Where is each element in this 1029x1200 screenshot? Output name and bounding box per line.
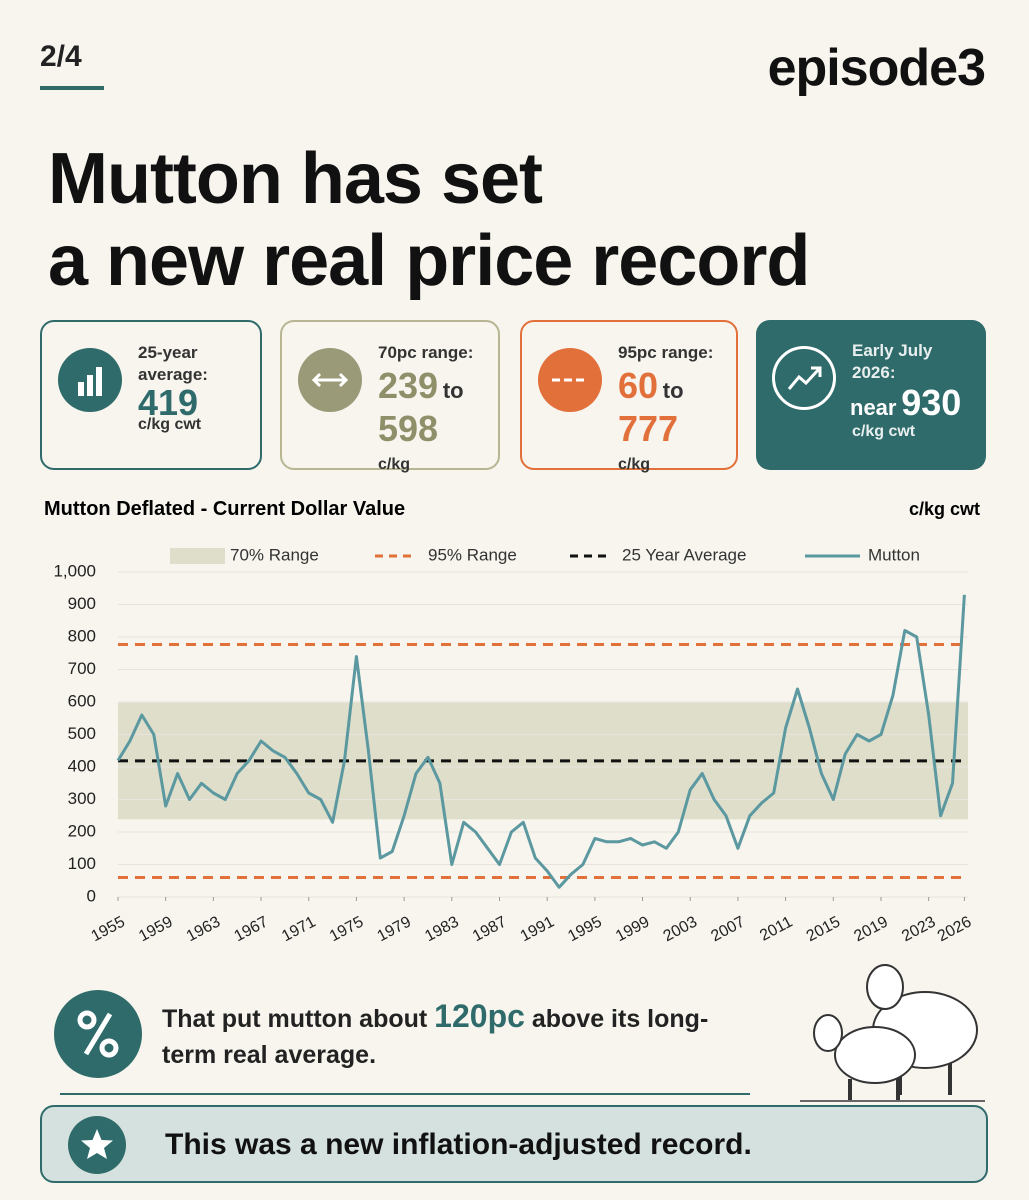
card-label-text: Early July 2026: — [852, 341, 933, 382]
x-tick-label: 2007 — [708, 913, 747, 945]
headline-line: Mutton has set — [48, 139, 543, 219]
card-label-text: 70pc range: — [378, 343, 474, 362]
icon — [298, 348, 362, 412]
percent-glyph — [77, 1010, 119, 1058]
x-tick-label: 1995 — [565, 913, 604, 945]
note-text: above its long-term real average. — [162, 1005, 709, 1069]
x-tick-label: 2011 — [757, 913, 795, 944]
card-value: 419 — [138, 382, 199, 423]
x-tick-label: 2015 — [804, 913, 843, 945]
chart: Mutton Deflated - Current Dollar Value c… — [44, 498, 980, 945]
card-high: 598 — [378, 408, 439, 449]
note-highlight: 120pc — [434, 998, 525, 1034]
card-low: 60 — [618, 365, 659, 406]
x-tick-label: 2019 — [851, 913, 890, 945]
legend-label: 25 Year Average — [622, 545, 746, 564]
legend-label: Mutton — [868, 545, 920, 564]
page-number: 2/4 — [40, 40, 82, 73]
icon — [772, 346, 836, 410]
card-label: Early July 2026: near 930 c/kg cwt — [850, 340, 972, 443]
x-tick-label: 1975 — [327, 913, 366, 945]
y-tick-label: 400 — [68, 756, 96, 775]
card-label: 95pc range: 60 to 777 c/kg — [618, 342, 738, 476]
icon — [538, 348, 602, 412]
legend-swatch — [170, 548, 225, 564]
x-tick-label: 2026 — [935, 913, 974, 945]
x-tick-label: 1959 — [136, 913, 175, 945]
card-joiner: to — [662, 378, 684, 403]
icon — [58, 348, 122, 412]
star-glyph — [81, 1129, 113, 1159]
card-value-row: near 930 — [850, 385, 972, 421]
y-tick-label: 600 — [68, 691, 96, 710]
star-icon — [68, 1116, 126, 1174]
note-text: That put mutton about — [162, 1005, 428, 1033]
brand: episode3 — [767, 39, 986, 97]
x-tick-label: 1955 — [88, 913, 127, 945]
card-prefix: near — [850, 395, 897, 420]
banner — [40, 1105, 988, 1183]
y-tick-label: 700 — [68, 659, 96, 678]
x-tick-label: 1971 — [279, 913, 318, 945]
card-label: 70pc range: 239 to 598 c/kg — [378, 342, 498, 476]
dash-icon — [552, 378, 588, 382]
x-tick-label: 1979 — [375, 913, 414, 945]
legend-label: 70% Range — [230, 545, 319, 564]
card-range: 60 to 777 — [618, 368, 738, 454]
card-high: 777 — [618, 408, 679, 449]
unit-label: c/kg cwt — [909, 499, 980, 519]
x-tick-label: 1983 — [422, 913, 461, 945]
x-tick-label: 1987 — [470, 913, 509, 945]
y-tick-label: 0 — [87, 886, 96, 905]
y-tick-label: 100 — [68, 854, 96, 873]
x-tick-label: 2003 — [661, 913, 700, 945]
divider — [60, 1093, 750, 1095]
stat-card: 95pc range: 60 to 777 c/kg — [520, 320, 738, 473]
bar-icon — [78, 367, 102, 396]
y-tick-label: 300 — [68, 789, 96, 808]
y-tick-label: 1,000 — [53, 561, 96, 580]
card-label-text: 95pc range: — [618, 343, 714, 362]
stat-card: Early July 2026: near 930 c/kg cwt — [756, 320, 986, 470]
x-tick-label: 1967 — [232, 913, 271, 945]
y-tick-label: 200 — [68, 821, 96, 840]
stat-card: 70pc range: 239 to 598 c/kg — [280, 320, 500, 473]
y-tick-label: 500 — [68, 724, 96, 743]
headline: Mutton has set a new real price record — [48, 138, 810, 302]
card-joiner: to — [442, 378, 464, 403]
banner-text: This was a new inflation-adjusted record… — [165, 1128, 752, 1161]
legend-label: 95% Range — [428, 545, 517, 564]
x-tick-label: 1999 — [613, 913, 652, 945]
card-unit: c/kg — [378, 456, 411, 473]
card-unit: c/kg cwt — [852, 423, 916, 440]
series-line — [116, 594, 966, 889]
card-unit: c/kg — [618, 456, 651, 473]
sheep-illustration — [800, 964, 985, 1102]
card-low: 239 — [378, 365, 439, 406]
trend-icon — [787, 366, 822, 390]
range-icon — [311, 372, 349, 388]
card-value: 930 — [901, 382, 962, 423]
card-label-text: 25-year average: — [138, 343, 208, 384]
card-label: 25-year average: 419 c/kg cwt — [138, 342, 258, 436]
x-tick-label: 1963 — [184, 913, 223, 945]
y-tick-label: 800 — [68, 626, 96, 645]
headline-line: a new real price record — [48, 221, 810, 301]
x-tick-label: 2023 — [899, 913, 938, 945]
underline — [40, 86, 104, 90]
percent-icon — [54, 990, 142, 1078]
comparison-note: That put mutton about 120pc above its lo… — [162, 998, 722, 1073]
y-tick-label: 900 — [68, 594, 96, 613]
x-tick-label: 1991 — [518, 913, 557, 945]
card-unit: c/kg cwt — [138, 416, 202, 433]
chart-title: Mutton Deflated - Current Dollar Value — [44, 498, 405, 520]
card-range: 239 to 598 — [378, 368, 498, 454]
stat-card: 25-year average: 419 c/kg cwt — [40, 320, 262, 470]
